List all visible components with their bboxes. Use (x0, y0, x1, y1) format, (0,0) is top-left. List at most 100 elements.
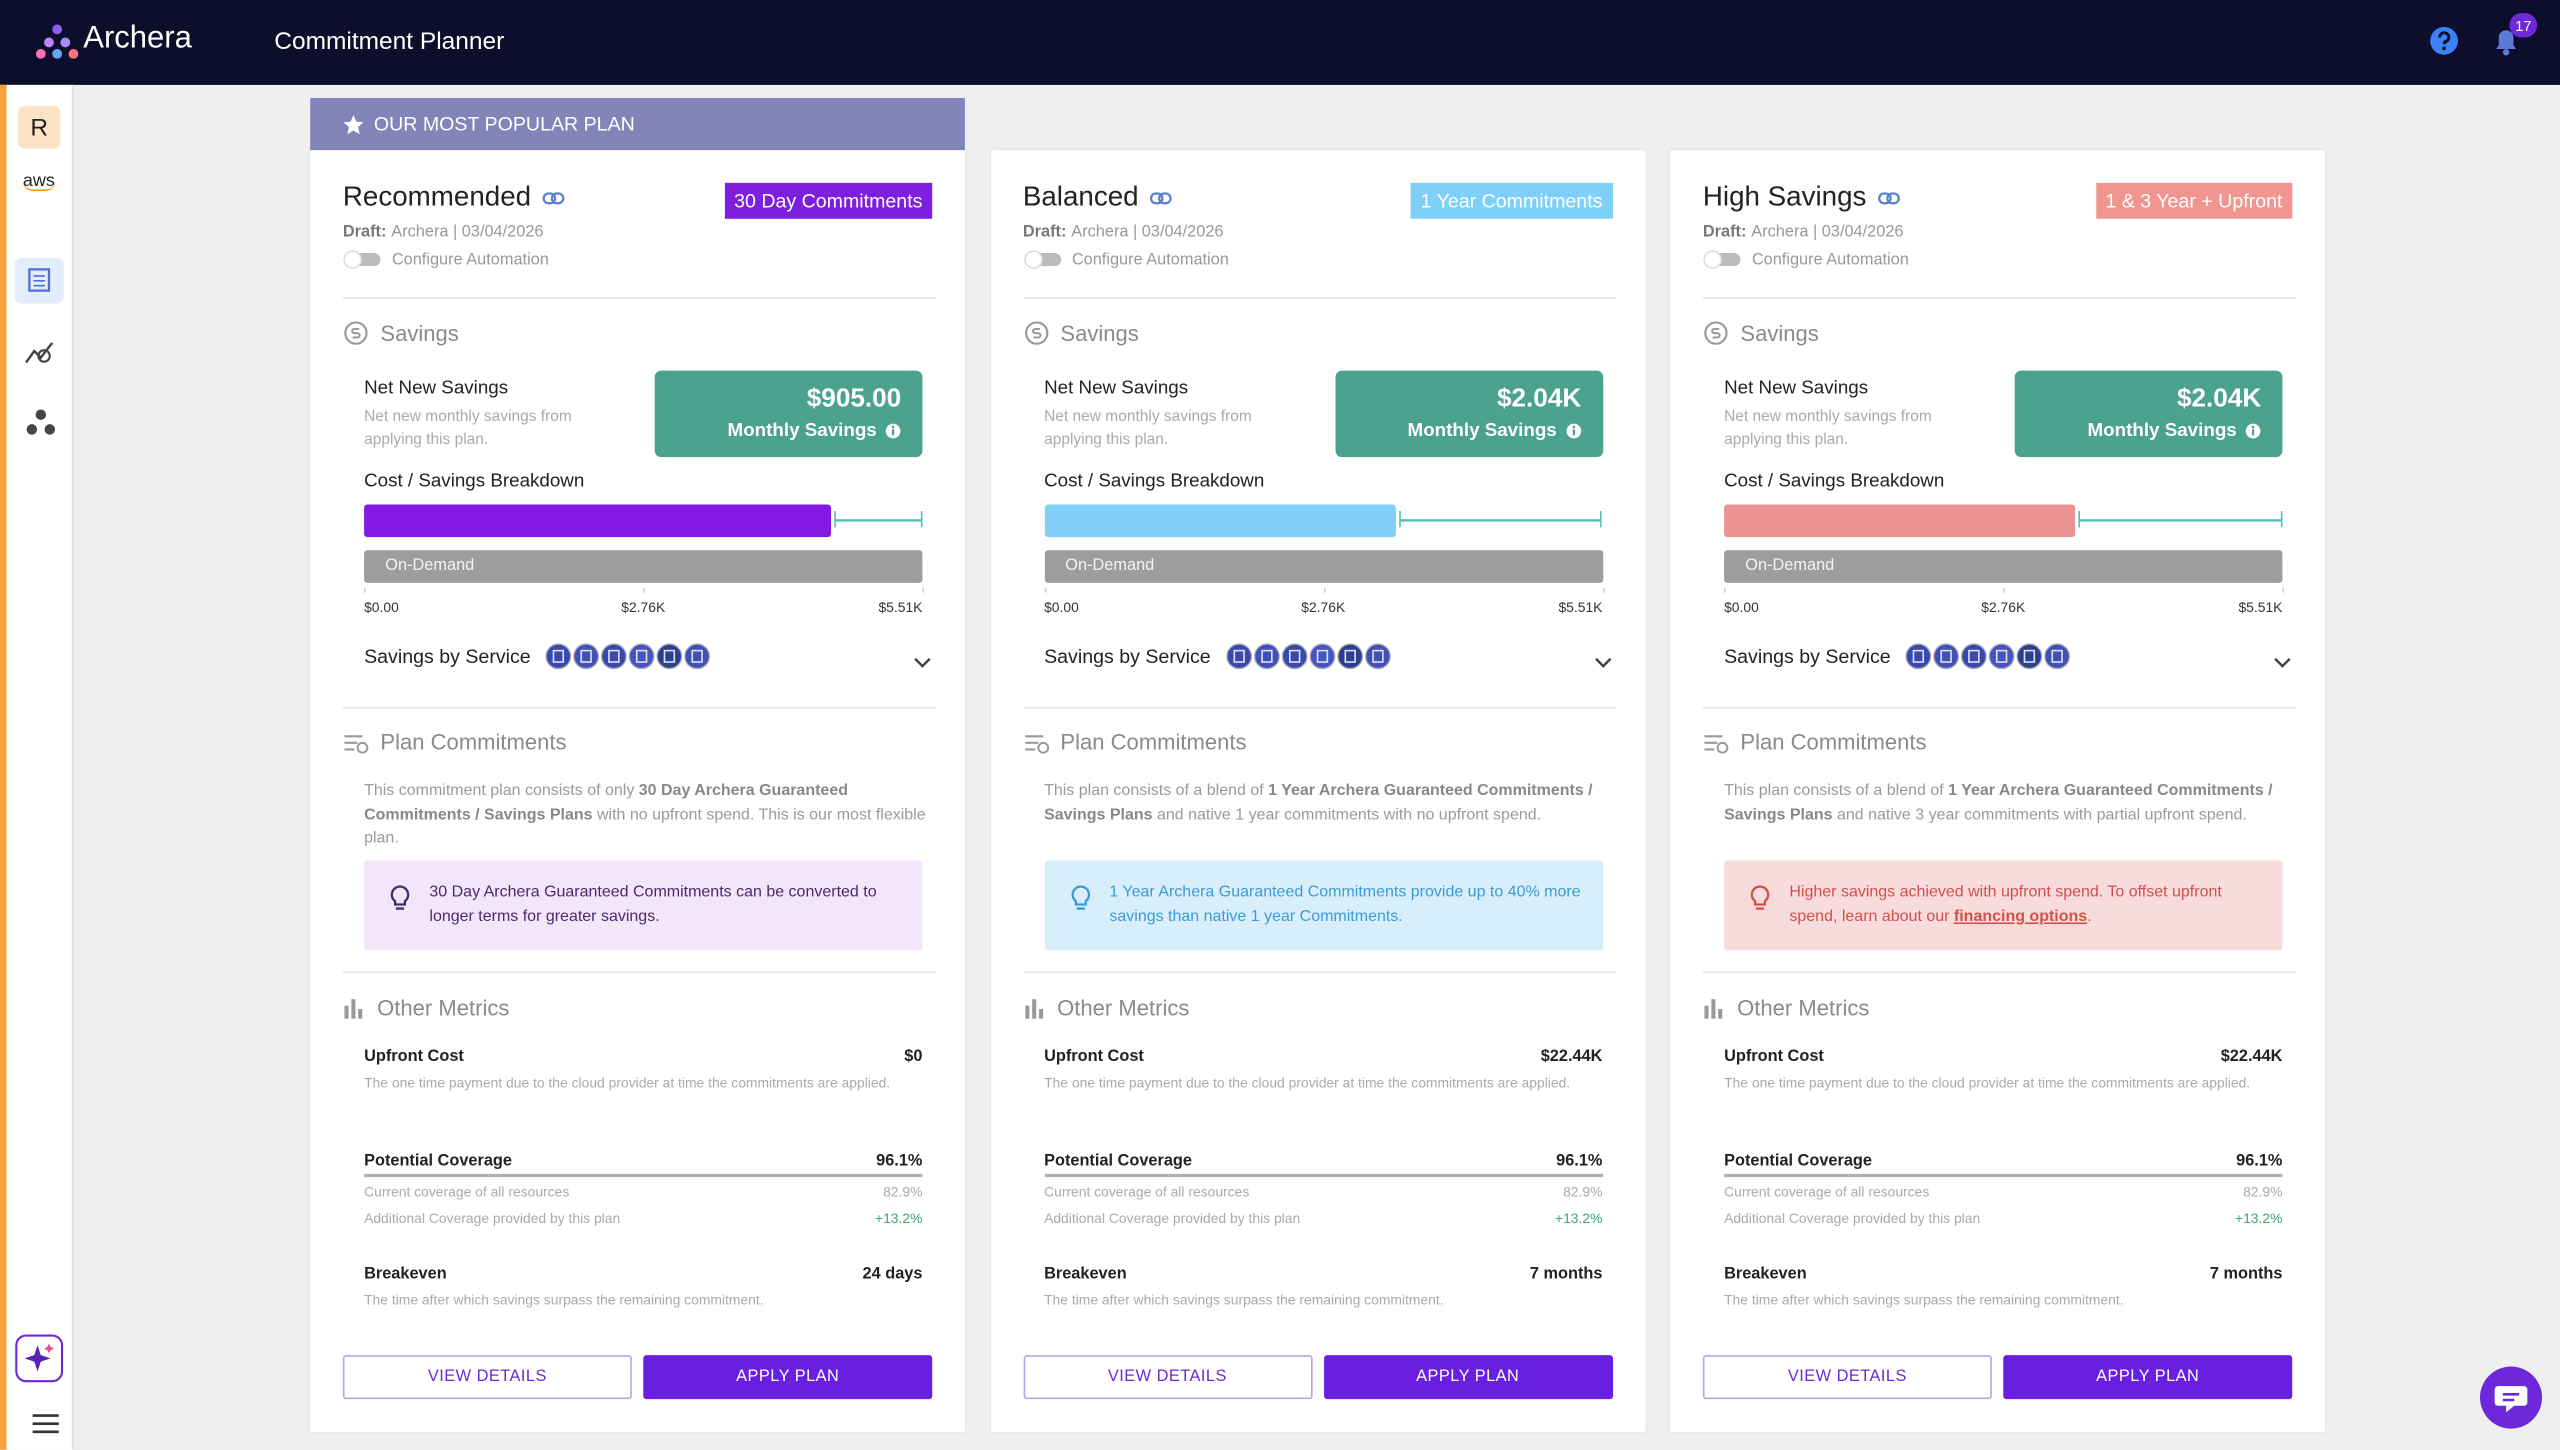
nav-analytics[interactable] (24, 338, 57, 367)
chart-icon (343, 998, 366, 1019)
metric-desc: The time after which savings surpass the… (1724, 1291, 2124, 1308)
on-demand-label: On-Demand (1745, 556, 1835, 575)
nav-groups[interactable] (24, 408, 57, 437)
service-icon (573, 643, 600, 670)
automation-label: Configure Automation (1751, 250, 1909, 269)
metric-value: 96.1% (876, 1152, 923, 1171)
banner-text: OUR MOST POPULAR PLAN (373, 112, 635, 136)
plan-header: Balanced (1023, 181, 1173, 214)
service-icons (1905, 643, 2071, 670)
plan-tag: 30 Day Commitments (724, 182, 933, 219)
nav-active[interactable] (14, 257, 64, 304)
savings-amount: $905.00 (806, 385, 902, 414)
bulb-icon (1750, 885, 1770, 913)
scale-tick (1044, 587, 1046, 593)
service-icon (1225, 643, 1252, 670)
menu-icon[interactable] (31, 1412, 60, 1435)
service-icon (1960, 643, 1987, 670)
list-icon (1703, 731, 1729, 754)
draft-info: Archera | 03/04/2026 (391, 223, 544, 242)
plan-name: Balanced (1022, 181, 1139, 213)
avatar[interactable]: R (17, 106, 61, 149)
info-icon-svg (885, 423, 901, 439)
section-title: Plan Commitments (380, 729, 567, 755)
metric-underline (1044, 1173, 1603, 1178)
automation-toggle[interactable]: Configure Automation (343, 250, 549, 270)
chart-icon-svg (1704, 999, 1723, 1019)
commitments-text: This commitment plan consists of only 30… (364, 780, 927, 851)
metric-underline (1724, 1173, 2283, 1178)
scale-tick (2003, 587, 2005, 593)
sub-value: +13.2% (874, 1209, 923, 1227)
metric-label: Potential Coverage (1044, 1152, 1192, 1171)
service-icon (1308, 643, 1335, 670)
apply-plan-button[interactable]: APPLY PLAN (643, 1355, 933, 1400)
divider (342, 971, 936, 974)
service-icon (600, 643, 627, 670)
section-title: Other Metrics (1057, 995, 1190, 1021)
plan-tag: 1 & 3 Year + Upfront (2095, 182, 2293, 219)
text-run: This commitment plan consists of only (364, 782, 639, 800)
on-demand-label: On-Demand (385, 556, 475, 575)
plan-card: High Savings 1 & 3 Year + Upfront Draft: Ar… (1670, 150, 2325, 1432)
expand-chevron (913, 648, 933, 677)
ai-assistant[interactable] (15, 1334, 64, 1383)
section-header: Plan Commitments (1703, 730, 1927, 754)
bulb-icon (390, 885, 410, 913)
provider-logo[interactable]: aws (22, 171, 55, 192)
service-icon (628, 643, 655, 670)
bold-run: 1 Year Archera Guaranteed Commitments / … (1724, 782, 2273, 824)
on-demand-label: On-Demand (1065, 556, 1155, 575)
sub-value: +13.2% (1554, 1209, 1603, 1227)
sidebar-stripe (0, 84, 7, 1450)
apply-plan-button[interactable]: APPLY PLAN (1323, 1355, 1613, 1400)
metric-label: Upfront Cost (1044, 1048, 1144, 1067)
sub-value: 82.9% (883, 1183, 923, 1200)
chat-button[interactable] (2478, 1365, 2543, 1430)
automation-toggle[interactable]: Configure Automation (1703, 250, 1909, 270)
metric-label: Breakeven (1724, 1265, 1807, 1284)
sub-label: Current coverage of all resources (364, 1183, 570, 1200)
on-demand-bar: On-Demand (1044, 550, 1603, 583)
service-icon (656, 643, 683, 670)
metric-value: 96.1% (2236, 1152, 2283, 1171)
breakdown-title: Cost / Savings Breakdown (1044, 471, 1265, 492)
star-icon (343, 114, 364, 134)
tip-text: Higher savings achieved with upfront spe… (1789, 882, 2266, 929)
savings-box: $905.00 Monthly Savings (654, 370, 923, 458)
scale-label: $0.00 (1724, 599, 1759, 616)
metric-value: 7 months (1529, 1265, 1603, 1284)
net-title: Net New Savings (1724, 378, 1869, 399)
apply-plan-button[interactable]: APPLY PLAN (2003, 1355, 2293, 1400)
bell-icon[interactable] (2490, 24, 2523, 57)
tip-text: 1 Year Archera Guaranteed Commitments pr… (1109, 882, 1586, 929)
link-icon-svg (1150, 191, 1173, 204)
info-icon-svg (1565, 423, 1581, 439)
view-details-button[interactable]: VIEW DETAILS (342, 1355, 632, 1400)
tip-box: 30 Day Archera Guaranteed Commitments ca… (364, 860, 923, 951)
service-icon-svg (1960, 643, 1987, 670)
net-title: Net New Savings (364, 378, 509, 399)
savings-range (1398, 511, 1603, 528)
help-icon[interactable] (2429, 26, 2458, 55)
view-details-button[interactable]: VIEW DETAILS (1702, 1355, 1992, 1400)
scale-label: $5.51K (1558, 599, 1603, 616)
section-header: Plan Commitments (1023, 730, 1247, 754)
service-icon (545, 643, 572, 670)
logo-icon (35, 24, 79, 59)
service-icon-svg (2016, 643, 2043, 670)
savings-label: Monthly Savings (2087, 421, 2237, 441)
link[interactable]: financing options (1953, 906, 2088, 925)
automation-toggle[interactable]: Configure Automation (1023, 250, 1229, 270)
service-icon-svg (2044, 643, 2071, 670)
metric-value: $0 (904, 1048, 923, 1067)
on-demand-bar: On-Demand (1724, 550, 2283, 583)
view-details-button[interactable]: VIEW DETAILS (1022, 1355, 1312, 1400)
divider (1022, 971, 1616, 974)
service-label: Savings by Service (364, 644, 531, 668)
toggle (1023, 250, 1062, 270)
notification-badge: 17 (2509, 13, 2538, 38)
sub-label: Additional Coverage provided by this pla… (1724, 1209, 1981, 1227)
text-run: . (2087, 906, 2092, 925)
